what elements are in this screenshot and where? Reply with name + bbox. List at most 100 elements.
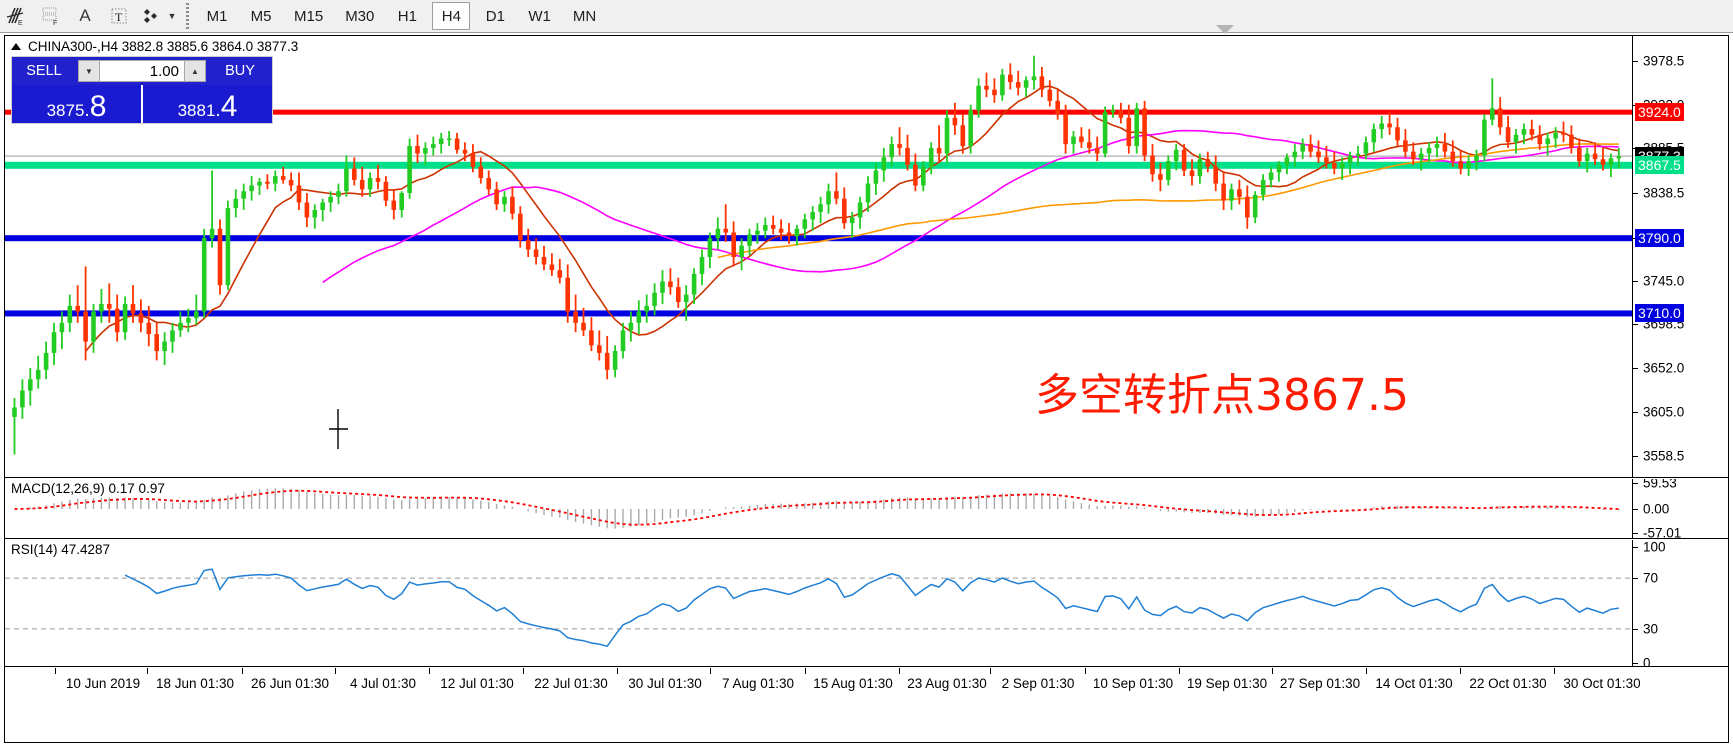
price-tick-label-0: 3978.5 <box>1643 53 1685 69</box>
time-tick-label-14: 14 Oct 01:30 <box>1375 676 1453 691</box>
macd-plot-area[interactable] <box>5 479 1632 538</box>
ask-price-dot: . <box>215 100 221 121</box>
time-tick-label-5: 22 Jul 01:30 <box>534 676 608 691</box>
ask-price-display[interactable]: 3881 . 4 <box>143 85 272 123</box>
price-tick-label-9: 3558.5 <box>1643 448 1685 464</box>
order-panel-prices: 3875 . 8 3881 . 4 <box>12 85 272 123</box>
macd-label[interactable]: MACD(12,26,9) 0.17 0.97 <box>11 481 165 496</box>
one-click-trading-panel[interactable]: SELL ▼ 1.00 ▲ BUY 3875 . 8 3881 <box>11 56 273 124</box>
macd-tick-mark <box>1633 509 1638 510</box>
price-badge-3790-0[interactable]: 3790.0 <box>1635 229 1684 248</box>
price-tick-label-3: 3838.5 <box>1643 185 1685 201</box>
symbol-header: CHINA300-,H4 3882.8 3885.6 3864.0 3877.3 <box>11 38 298 54</box>
timeframe-w1[interactable]: W1 <box>528 7 551 25</box>
toolbar-separator <box>186 3 189 29</box>
timeframe-h4[interactable]: H4 <box>432 2 471 30</box>
timeframe-m15[interactable]: M15 <box>294 7 324 25</box>
lot-increment-button[interactable]: ▲ <box>184 60 206 82</box>
rsi-pane[interactable]: 100 70 30 0 RSI(14) 47.4287 <box>5 540 1728 667</box>
price-badge-3867-5[interactable]: 3867.5 <box>1635 156 1684 175</box>
objects-dropdown-caret-icon[interactable]: ▼ <box>167 11 177 21</box>
timeframe-d1[interactable]: D1 <box>485 7 505 25</box>
macd-tick-label-1: 0.00 <box>1643 501 1670 517</box>
time-tick-mark <box>1460 668 1461 674</box>
sell-button[interactable]: SELL <box>12 57 76 85</box>
text-tool-icon[interactable]: A <box>79 6 91 25</box>
bid-price-display[interactable]: 3875 . 8 <box>12 85 143 123</box>
toolbar: E F A T ▼ M1 M5 M15 <box>0 0 1733 33</box>
price-tick-mark <box>1633 280 1638 282</box>
objects-glyph <box>144 9 157 23</box>
time-tick-label-9: 23 Aug 01:30 <box>907 676 987 691</box>
price-plot-area[interactable] <box>5 36 1632 477</box>
time-tick-label-3: 4 Jul 01:30 <box>349 676 417 691</box>
lot-size-input[interactable]: 1.00 <box>100 60 184 82</box>
time-tick-mark <box>55 668 56 674</box>
chart-annotation-text: 多空转折点3867.5 <box>1035 370 1409 421</box>
lot-size-stepper[interactable]: ▼ 1.00 ▲ <box>78 60 206 82</box>
time-tick-mark <box>617 668 618 674</box>
buy-button[interactable]: BUY <box>208 57 272 85</box>
macd-tick-label-2: -57.01 <box>1643 525 1682 539</box>
rsi-tick-label-3: 0 <box>1643 655 1651 667</box>
timeframe-m1[interactable]: M1 <box>206 7 228 25</box>
time-tick-mark <box>147 668 148 674</box>
price-candles-svg <box>5 55 1632 455</box>
rsi-tick-label-2: 30 <box>1643 621 1659 637</box>
price-tick-mark <box>1633 455 1638 457</box>
lot-decrement-button[interactable]: ▼ <box>78 60 100 82</box>
time-tick-mark <box>899 668 900 674</box>
timeframe-h1[interactable]: H1 <box>397 7 417 25</box>
collapse-triangle-icon[interactable] <box>11 42 21 50</box>
time-tick-label-2: 26 Jun 01:30 <box>250 676 330 691</box>
indicators-icon[interactable]: E <box>0 1 34 31</box>
time-tick-label-15: 22 Oct 01:30 <box>1469 676 1547 691</box>
time-axis-pane[interactable]: 10 Jun 2019 18 Jun 01:30 26 Jun 01:30 4 Jul… <box>5 668 1728 741</box>
time-tick-mark <box>1179 668 1180 674</box>
templates-icon[interactable]: F <box>34 1 68 31</box>
time-tick-label-4: 12 Jul 01:30 <box>440 676 514 691</box>
rsi-tick-mark <box>1633 578 1638 580</box>
chart-scroll-indicator-icon[interactable] <box>1216 25 1234 34</box>
price-axis[interactable]: 3978.53932.03885.53838.53790.03745.03698… <box>1632 36 1728 477</box>
price-badge-3924-0[interactable]: 3924.0 <box>1635 103 1684 122</box>
text-label-icon[interactable]: T <box>102 1 136 31</box>
time-tick-label-10: 2 Sep 01:30 <box>1001 676 1075 691</box>
rsi-plot-area[interactable] <box>5 540 1632 666</box>
time-tick-mark <box>242 668 243 674</box>
timeframe-m30[interactable]: M30 <box>345 7 375 25</box>
macd-axis: 59.53 0.00 -57.01 <box>1632 479 1728 538</box>
time-tick-mark <box>429 668 430 674</box>
bid-price-integer: 3875 <box>46 101 85 120</box>
rsi-axis: 100 70 30 0 <box>1632 540 1728 666</box>
price-tick-mark <box>1633 367 1638 369</box>
time-tick-label-16: 30 Oct 01:30 <box>1563 676 1641 691</box>
price-tick-mark <box>1633 192 1638 194</box>
ask-price-decimal: 4 <box>220 90 238 123</box>
rsi-label[interactable]: RSI(14) 47.4287 <box>11 542 111 557</box>
timeframe-m5[interactable]: M5 <box>250 7 272 25</box>
macd-tick-mark <box>1633 533 1638 535</box>
timeframe-mn[interactable]: MN <box>572 7 597 25</box>
time-tick-mark <box>1085 668 1086 674</box>
time-tick-mark <box>1554 668 1555 674</box>
price-tick-mark <box>1633 412 1638 414</box>
price-tick-label-5: 3745.0 <box>1643 273 1685 288</box>
rsi-tick-mark <box>1633 628 1638 630</box>
price-tick-label-8: 3605.0 <box>1643 404 1685 420</box>
objects-icon[interactable] <box>136 1 170 31</box>
macd-pane[interactable]: 59.53 0.00 -57.01 MACD(12,26,9) 0.17 0.97 <box>5 479 1728 539</box>
time-tick-label-12: 19 Sep 01:30 <box>1186 676 1268 691</box>
macd-svg <box>14 488 1620 529</box>
time-axis-corner <box>1632 668 1728 741</box>
time-tick-label-1: 18 Jun 01:30 <box>155 676 235 691</box>
svg-text:F: F <box>53 20 57 27</box>
rsi-tick-label-1: 70 <box>1643 570 1659 586</box>
price-badge-3710-0[interactable]: 3710.0 <box>1635 304 1684 323</box>
time-tick-label-7: 7 Aug 01:30 <box>721 676 795 691</box>
time-tick-mark <box>1366 668 1367 674</box>
price-pane[interactable]: 3978.53932.03885.53838.53790.03745.03698… <box>5 36 1728 478</box>
time-tick-mark <box>335 668 336 674</box>
macd-tick-label-0: 59.53 <box>1643 479 1677 491</box>
